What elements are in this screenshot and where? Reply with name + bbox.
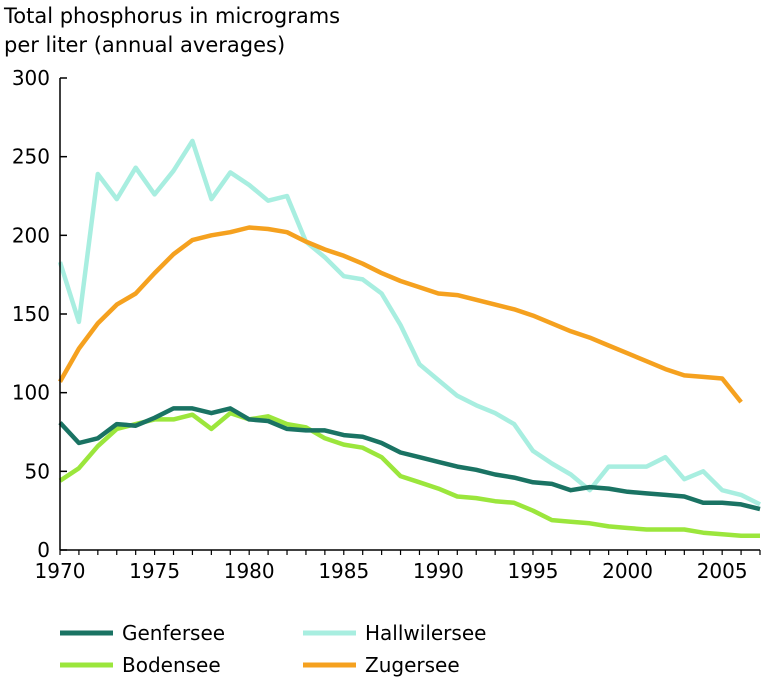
x-tick-label: 1990 (413, 559, 464, 583)
y-tick-label: 0 (37, 538, 50, 562)
x-tick-label: 2000 (602, 559, 653, 583)
y-tick-label: 100 (12, 381, 50, 405)
series-line-hallwilersee (57, 138, 762, 507)
y-axis-title-line-2: per liter (annual averages) (4, 33, 285, 57)
x-tick-label: 1995 (508, 559, 559, 583)
y-tick-label: 50 (25, 459, 50, 483)
x-tick-label: 1985 (318, 559, 369, 583)
legend-label-genfersee: Genfersee (122, 621, 225, 645)
y-tick-label: 200 (12, 223, 50, 247)
x-tick-label: 1975 (129, 559, 180, 583)
series-lines (57, 138, 762, 539)
y-tick-label: 150 (12, 302, 50, 326)
x-tick-label: 1970 (35, 559, 86, 583)
y-tick-label: 300 (12, 66, 50, 90)
legend-label-hallwilersee: Hallwilersee (365, 621, 486, 645)
series-line-zugersee (58, 225, 743, 404)
x-tick-label: 1980 (224, 559, 275, 583)
x-tick-label: 2005 (697, 559, 748, 583)
series-line-genfersee (58, 406, 761, 512)
y-tick-label: 250 (12, 145, 50, 169)
legend: Genfersee Bodensee Hallwilersee Zugersee (60, 621, 486, 677)
x-axis-ticks: 1970 1975 1980 1985 1990 1995 2000 2005 (35, 550, 761, 583)
legend-label-bodensee: Bodensee (122, 653, 221, 677)
y-axis-title-line-1: Total phosphorus in micrograms (3, 4, 340, 28)
y-axis-ticks: 0 50 100 150 200 250 300 (12, 66, 67, 562)
legend-label-zugersee: Zugersee (365, 653, 460, 677)
series-line-bodensee (58, 410, 760, 539)
